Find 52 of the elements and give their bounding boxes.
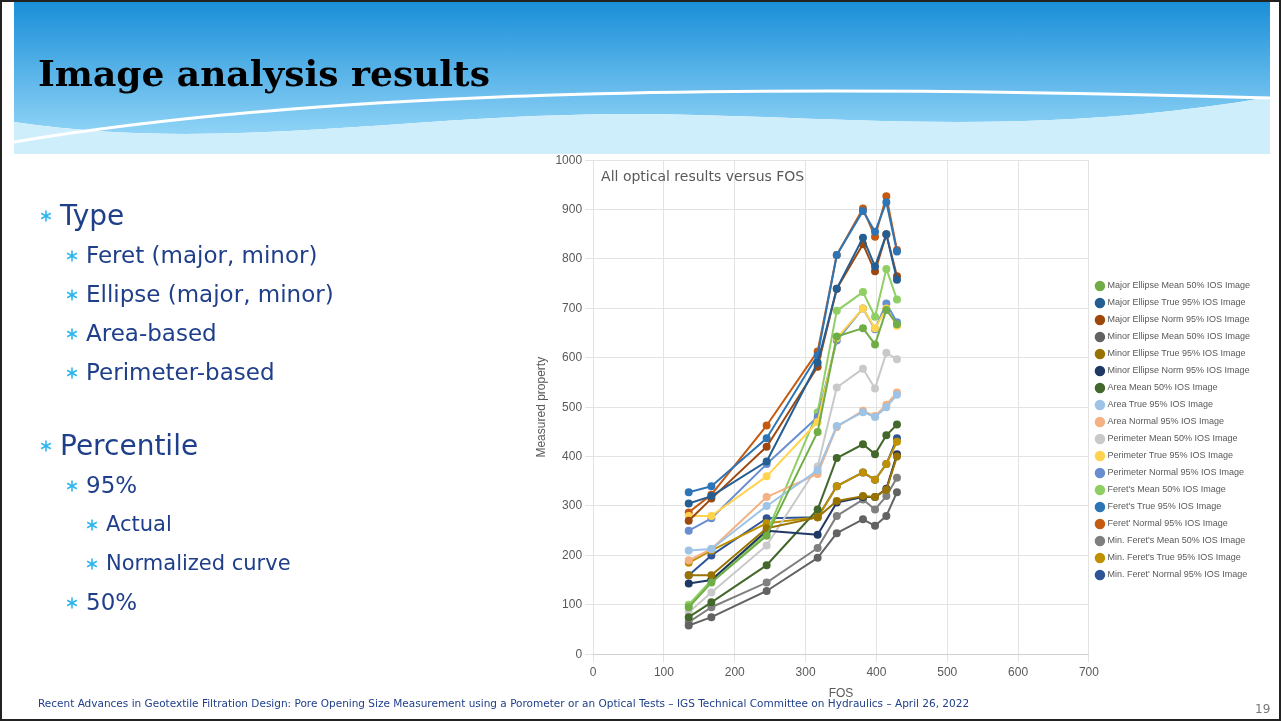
x-tick-label: 200 xyxy=(724,664,746,679)
text: Area-based xyxy=(86,319,218,348)
x-tick-label: 300 xyxy=(795,664,816,679)
legend-label: Feret' Normal 95% IOS Image xyxy=(1107,518,1228,529)
y-tick-label: 900 xyxy=(562,201,583,216)
y-tick-label: 200 xyxy=(562,547,583,562)
text: Actual xyxy=(106,511,173,538)
text: Image analysis results xyxy=(38,52,490,94)
x-tick-label: 600 xyxy=(1008,664,1029,679)
legend-label: Minor Ellipse Mean 50% IOS Image xyxy=(1107,331,1251,342)
legend-label: Major Ellipse True 95% IOS Image xyxy=(1107,297,1246,308)
text: 50% xyxy=(86,588,139,617)
text: Feret (major, minor) xyxy=(86,241,319,270)
text: 95% xyxy=(86,471,139,500)
legend-label: Area Normal 95% IOS Image xyxy=(1107,416,1224,427)
y-tick-label: 400 xyxy=(562,448,583,463)
y-tick-label: 700 xyxy=(562,300,583,315)
x-tick-label: 500 xyxy=(937,664,958,679)
text: 19 xyxy=(1255,702,1271,716)
legend-label: Min. Feret's Mean 50% IOS Image xyxy=(1107,535,1246,546)
y-tick-label: 0 xyxy=(575,646,583,661)
x-tick-label: 100 xyxy=(653,664,675,679)
legend-label: Major Ellipse Norm 95% IOS Image xyxy=(1107,314,1250,325)
legend-label: Perimeter Normal 95% IOS Image xyxy=(1107,467,1244,478)
legend-label: Feret's True 95% IOS Image xyxy=(1107,501,1222,512)
text: Normalized curve xyxy=(106,550,292,577)
legend-label: Area True 95% IOS Image xyxy=(1107,399,1213,410)
y-tick-label: 1000 xyxy=(555,152,583,167)
text: All optical results versus FOS xyxy=(601,167,805,184)
legend-label: Perimeter Mean 50% IOS Image xyxy=(1107,433,1238,444)
legend-label: Minor Ellipse Norm 95% IOS Image xyxy=(1107,365,1250,376)
legend-label: Perimeter True 95% IOS Image xyxy=(1107,450,1233,461)
legend-label: Minor Ellipse True 95% IOS Image xyxy=(1107,348,1246,359)
x-tick-label: 400 xyxy=(866,664,887,679)
y-tick-label: 500 xyxy=(562,399,583,414)
y-tick-label: 800 xyxy=(562,251,583,266)
legend-label: Min. Feret's True 95% IOS Image xyxy=(1107,552,1241,563)
legend-label: Min. Feret' Normal 95% IOS Image xyxy=(1107,569,1248,580)
legend-label: Feret's Mean 50% IOS Image xyxy=(1107,484,1226,495)
text: Perimeter-based xyxy=(86,358,276,387)
x-tick-label: 0 xyxy=(589,664,597,679)
text: Recent Advances in Geotextile Filtration Design: Pore Opening Size Measurement using a Porometer or an Optical Tests – IGS Technical Committee on Hydraulics – April 26, 2022 xyxy=(38,697,970,709)
x-tick-label: 700 xyxy=(1078,664,1100,679)
text: Ellipse (major, minor) xyxy=(86,280,334,309)
legend-label: Major Ellipse Mean 50% IOS Image xyxy=(1107,280,1251,291)
text: Type xyxy=(60,198,126,234)
legend-label: Area Mean 50% IOS Image xyxy=(1107,382,1218,393)
y-tick-label: 100 xyxy=(562,597,583,612)
y-axis-title: Measured property xyxy=(533,356,548,458)
y-tick-label: 300 xyxy=(562,498,583,513)
y-tick-label: 600 xyxy=(562,350,583,365)
text: Percentile xyxy=(60,428,200,464)
